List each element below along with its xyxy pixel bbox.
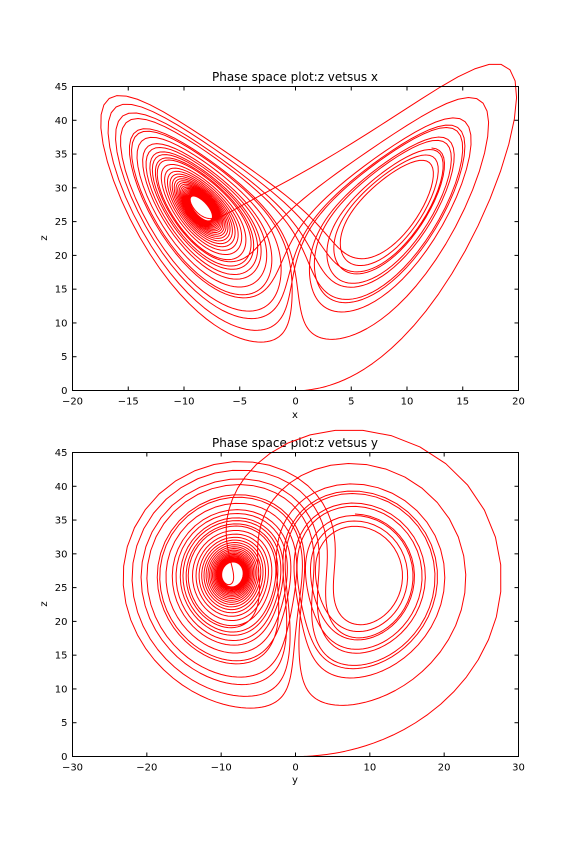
attractor-curve — [100, 63, 518, 391]
y-tick-label: 40 — [55, 482, 68, 493]
x-axis-label: y — [292, 775, 298, 786]
y-tick-label: 5 — [61, 718, 67, 729]
plot-z-vs-y: Phase space plot:z vetsus y −30 −20 −10 0 10… — [39, 429, 525, 786]
plot-z-vs-x: Phase space plot:z vetsus x −20 −15 −10 −5 0… — [39, 63, 525, 421]
y-tick-label: 35 — [55, 150, 68, 161]
x-tick-label: 0 — [292, 397, 298, 408]
x-tick-label: −15 — [118, 397, 139, 408]
x-tick-label: −20 — [136, 763, 157, 774]
y-tick-label: 45 — [55, 448, 68, 459]
y-tick-label: 20 — [55, 251, 68, 262]
axis-ticks: −20 −15 −10 −5 0 5 10 15 20 0 5 10 15 20 25 30 35 40 45 — [55, 82, 525, 408]
y-tick-label: 15 — [55, 285, 68, 296]
axis-ticks: −30 −20 −10 0 10 20 30 0 5 10 15 20 25 30 35 40 45 — [55, 448, 525, 774]
y-axis-label: z — [39, 235, 50, 240]
y-tick-label: 0 — [61, 386, 67, 397]
x-tick-label: 20 — [512, 397, 525, 408]
y-tick-label: 30 — [55, 549, 68, 560]
x-tick-label: −20 — [62, 397, 83, 408]
y-tick-label: 5 — [61, 352, 67, 363]
y-axis-label: z — [39, 601, 50, 606]
x-tick-label: −10 — [173, 397, 194, 408]
x-axis-label: x — [292, 410, 298, 421]
x-tick-label: 20 — [438, 763, 451, 774]
y-tick-label: 35 — [55, 516, 68, 527]
y-tick-label: 25 — [55, 217, 68, 228]
x-tick-label: 0 — [292, 763, 298, 774]
y-tick-label: 20 — [55, 617, 68, 628]
plot-title: Phase space plot:z vetsus y — [212, 436, 378, 450]
x-tick-label: 10 — [363, 763, 376, 774]
attractor-curve — [122, 429, 502, 757]
y-tick-label: 45 — [55, 82, 68, 93]
plot-title: Phase space plot:z vetsus x — [212, 70, 378, 84]
x-tick-label: 5 — [348, 397, 354, 408]
x-tick-label: 15 — [456, 397, 469, 408]
x-tick-label: 10 — [401, 397, 414, 408]
y-tick-label: 30 — [55, 183, 68, 194]
y-tick-label: 0 — [61, 752, 67, 763]
x-tick-label: −10 — [211, 763, 232, 774]
y-tick-label: 40 — [55, 116, 68, 127]
x-tick-label: −30 — [62, 763, 83, 774]
curve-group — [100, 63, 518, 391]
y-tick-label: 25 — [55, 583, 68, 594]
y-tick-label: 10 — [55, 318, 68, 329]
y-tick-label: 10 — [55, 684, 68, 695]
x-tick-label: 30 — [512, 763, 525, 774]
y-tick-label: 15 — [55, 651, 68, 662]
curve-group — [122, 429, 502, 757]
x-tick-label: −5 — [232, 397, 247, 408]
